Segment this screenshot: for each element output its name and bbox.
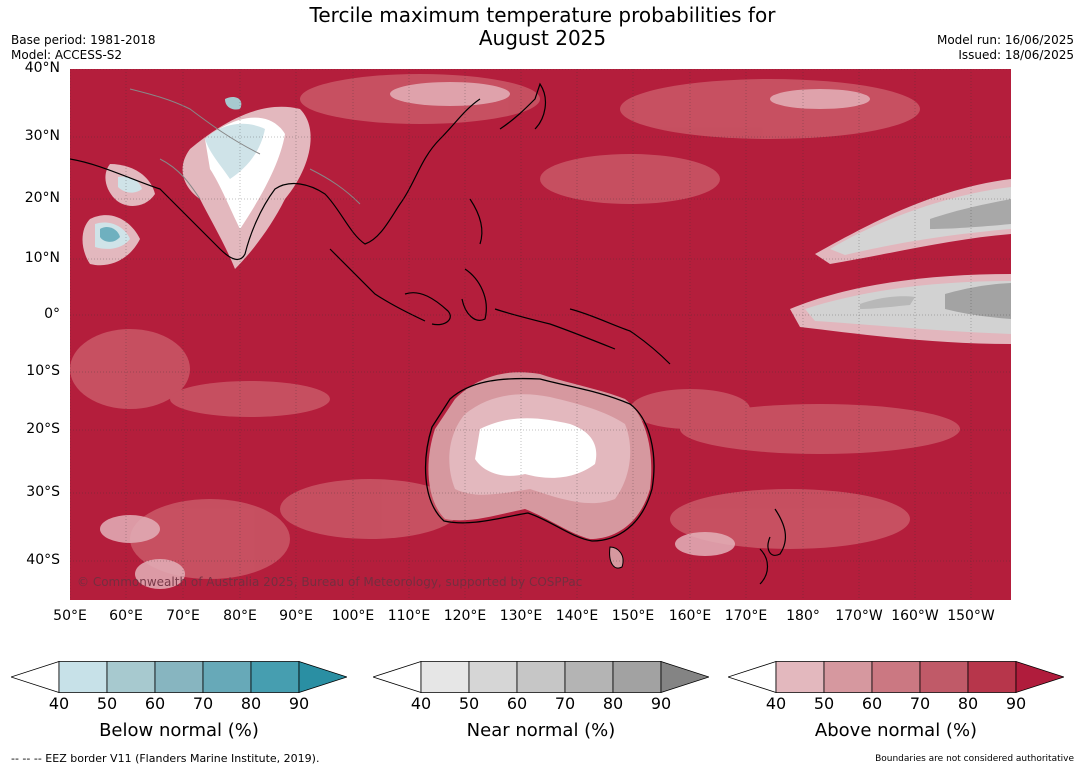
- base-period: Base period: 1981-2018: [11, 33, 156, 47]
- probability-map[interactable]: © Commonwealth of Australia 2025, Bureau…: [70, 69, 1011, 600]
- meta-right: Model run: 16/06/2025 Issued: 18/06/2025: [937, 33, 1074, 63]
- colorbar-tick: 50: [96, 694, 118, 713]
- colorbar-segment: [1015, 661, 1064, 693]
- colorbar-segment: [775, 661, 825, 693]
- colorbar-segment: [967, 661, 1017, 693]
- colorbar: [11, 661, 347, 693]
- meta-left: Base period: 1981-2018 Model: ACCESS-S2: [11, 33, 156, 63]
- eez-legend: -- -- -- EEZ border V11 (Flanders Marine…: [11, 752, 320, 765]
- colorbar-tick: 50: [813, 694, 835, 713]
- chart-title: Tercile maximum temperature probabilitie…: [0, 4, 1085, 50]
- lon-label: 50°E: [53, 608, 87, 624]
- colorbar-segment: [871, 661, 921, 693]
- model-run: Model run: 16/06/2025: [936, 33, 1074, 47]
- map-credit: © Commonwealth of Australia 2025, Bureau…: [77, 575, 582, 589]
- lon-label: 170°E: [724, 608, 768, 624]
- colorbar-segment: [612, 661, 662, 693]
- colorbar-segment: [420, 661, 470, 693]
- colorbar-tick: 70: [192, 694, 214, 713]
- lon-label: 130°E: [499, 608, 543, 624]
- map-svg: © Commonwealth of Australia 2025, Bureau…: [70, 69, 1011, 600]
- lat-label: 30°N: [24, 128, 60, 144]
- lon-label: 150°E: [611, 608, 655, 624]
- south-asia-region: [82, 97, 311, 270]
- colorbar-tick: 90: [650, 694, 672, 713]
- lon-label: 180°: [786, 608, 820, 624]
- title-line-2: August 2025: [478, 26, 607, 50]
- colorbar-segment: [106, 661, 156, 693]
- colorbar-segment: [202, 661, 252, 693]
- lat-label: 0°: [44, 306, 60, 322]
- lon-label: 90°E: [279, 608, 313, 624]
- lon-label: 80°E: [223, 608, 257, 624]
- colorbar-segment: [516, 661, 566, 693]
- colorbar-tick: 40: [410, 694, 432, 713]
- coastlines: [70, 82, 787, 585]
- lon-label: 110°E: [387, 608, 431, 624]
- colorbar: [728, 661, 1064, 693]
- lon-label: 160°W: [891, 608, 939, 624]
- lon-label: 60°E: [109, 608, 143, 624]
- colorbar: [373, 661, 709, 693]
- colorbar-segment: [250, 661, 300, 693]
- colorbar-segment: [373, 661, 422, 693]
- colorbar-segment: [564, 661, 614, 693]
- lat-label: 20°N: [24, 190, 60, 206]
- lat-label: 10°N: [24, 250, 60, 266]
- colorbar-tick: 40: [48, 694, 70, 713]
- near-normal-bands: [790, 179, 1011, 344]
- model-name: Model: ACCESS-S2: [11, 48, 123, 62]
- colorbar-tick: 80: [602, 694, 624, 713]
- lat-label: 40°N: [24, 60, 60, 76]
- colorbar-segment: [660, 661, 709, 693]
- colorbar-segment: [298, 661, 347, 693]
- colorbar-tick: 60: [144, 694, 166, 713]
- colorbar-tick: 40: [765, 694, 787, 713]
- colorbar-tick: 90: [288, 694, 310, 713]
- lat-label: 20°S: [26, 421, 60, 437]
- lon-label: 170°W: [835, 608, 883, 624]
- colorbar-label: Above normal (%): [814, 720, 978, 741]
- issued-date: Issued: 18/06/2025: [958, 48, 1074, 62]
- gridlines: [70, 69, 1011, 600]
- colorbar-tick: 70: [554, 694, 576, 713]
- colorbar-tick: 60: [861, 694, 883, 713]
- colorbar-segment: [919, 661, 969, 693]
- colorbar-tick: 80: [240, 694, 262, 713]
- lat-label: 40°S: [26, 552, 60, 568]
- australia-region: [424, 372, 655, 569]
- colorbar-segment: [728, 661, 777, 693]
- colorbar-tick: 60: [506, 694, 528, 713]
- colorbar-segment: [154, 661, 204, 693]
- colorbar-segment: [468, 661, 518, 693]
- title-line-1: Tercile maximum temperature probabilitie…: [309, 3, 776, 27]
- lon-label: 100°E: [331, 608, 375, 624]
- colorbar-tick: 80: [957, 694, 979, 713]
- lat-label: 30°S: [26, 484, 60, 500]
- colorbar-label: Near normal (%): [466, 720, 616, 741]
- colorbar-segment: [823, 661, 873, 693]
- colorbar-segment: [58, 661, 108, 693]
- colorbar-label: Below normal (%): [99, 720, 259, 741]
- lon-label: 150°W: [947, 608, 995, 624]
- lon-label: 140°E: [555, 608, 599, 624]
- lon-label: 160°E: [668, 608, 712, 624]
- lat-label: 10°S: [26, 363, 60, 379]
- colorbar-segment: [11, 661, 60, 693]
- lon-label: 70°E: [166, 608, 200, 624]
- colorbar-tick: 90: [1005, 694, 1027, 713]
- lon-label: 120°E: [443, 608, 487, 624]
- boundary-disclaimer: Boundaries are not considered authoritat…: [875, 754, 1074, 764]
- borders: [129, 88, 361, 205]
- colorbar-tick: 50: [458, 694, 480, 713]
- colorbar-tick: 70: [909, 694, 931, 713]
